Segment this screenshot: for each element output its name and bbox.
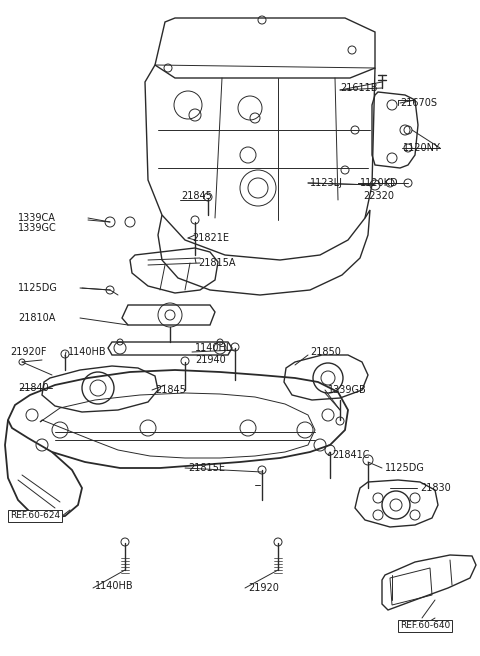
Text: 21611B: 21611B (340, 83, 377, 93)
Text: 21840: 21840 (18, 383, 49, 393)
Text: 21850: 21850 (310, 347, 341, 357)
Text: 21815A: 21815A (198, 258, 236, 268)
Text: 21815E: 21815E (188, 463, 225, 473)
Text: 22320: 22320 (363, 191, 394, 201)
Text: 21830: 21830 (420, 483, 451, 493)
Text: 21845: 21845 (155, 385, 186, 395)
Text: 21841C: 21841C (332, 450, 370, 460)
Text: 1339GC: 1339GC (18, 223, 57, 233)
Text: 21940: 21940 (195, 355, 226, 365)
Text: 1123LJ: 1123LJ (310, 178, 343, 188)
Text: 21810A: 21810A (18, 313, 55, 323)
Text: REF.60-624: REF.60-624 (10, 512, 60, 520)
Text: REF.60-640: REF.60-640 (400, 621, 450, 630)
Text: 1120KD: 1120KD (360, 178, 398, 188)
Text: 1339GB: 1339GB (328, 385, 367, 395)
Text: 21845: 21845 (181, 191, 212, 201)
Text: 1140HB: 1140HB (95, 581, 133, 591)
Text: 21920F: 21920F (10, 347, 47, 357)
Text: 1140HB: 1140HB (68, 347, 107, 357)
Text: 1339CA: 1339CA (18, 213, 56, 223)
Text: 1125DG: 1125DG (18, 283, 58, 293)
Text: 21821E: 21821E (192, 233, 229, 243)
Text: 21670S: 21670S (400, 98, 437, 108)
Text: 1120NY: 1120NY (403, 143, 441, 153)
Text: 21920: 21920 (248, 583, 279, 593)
Text: 1125DG: 1125DG (385, 463, 425, 473)
Text: 1140HL: 1140HL (195, 343, 232, 353)
